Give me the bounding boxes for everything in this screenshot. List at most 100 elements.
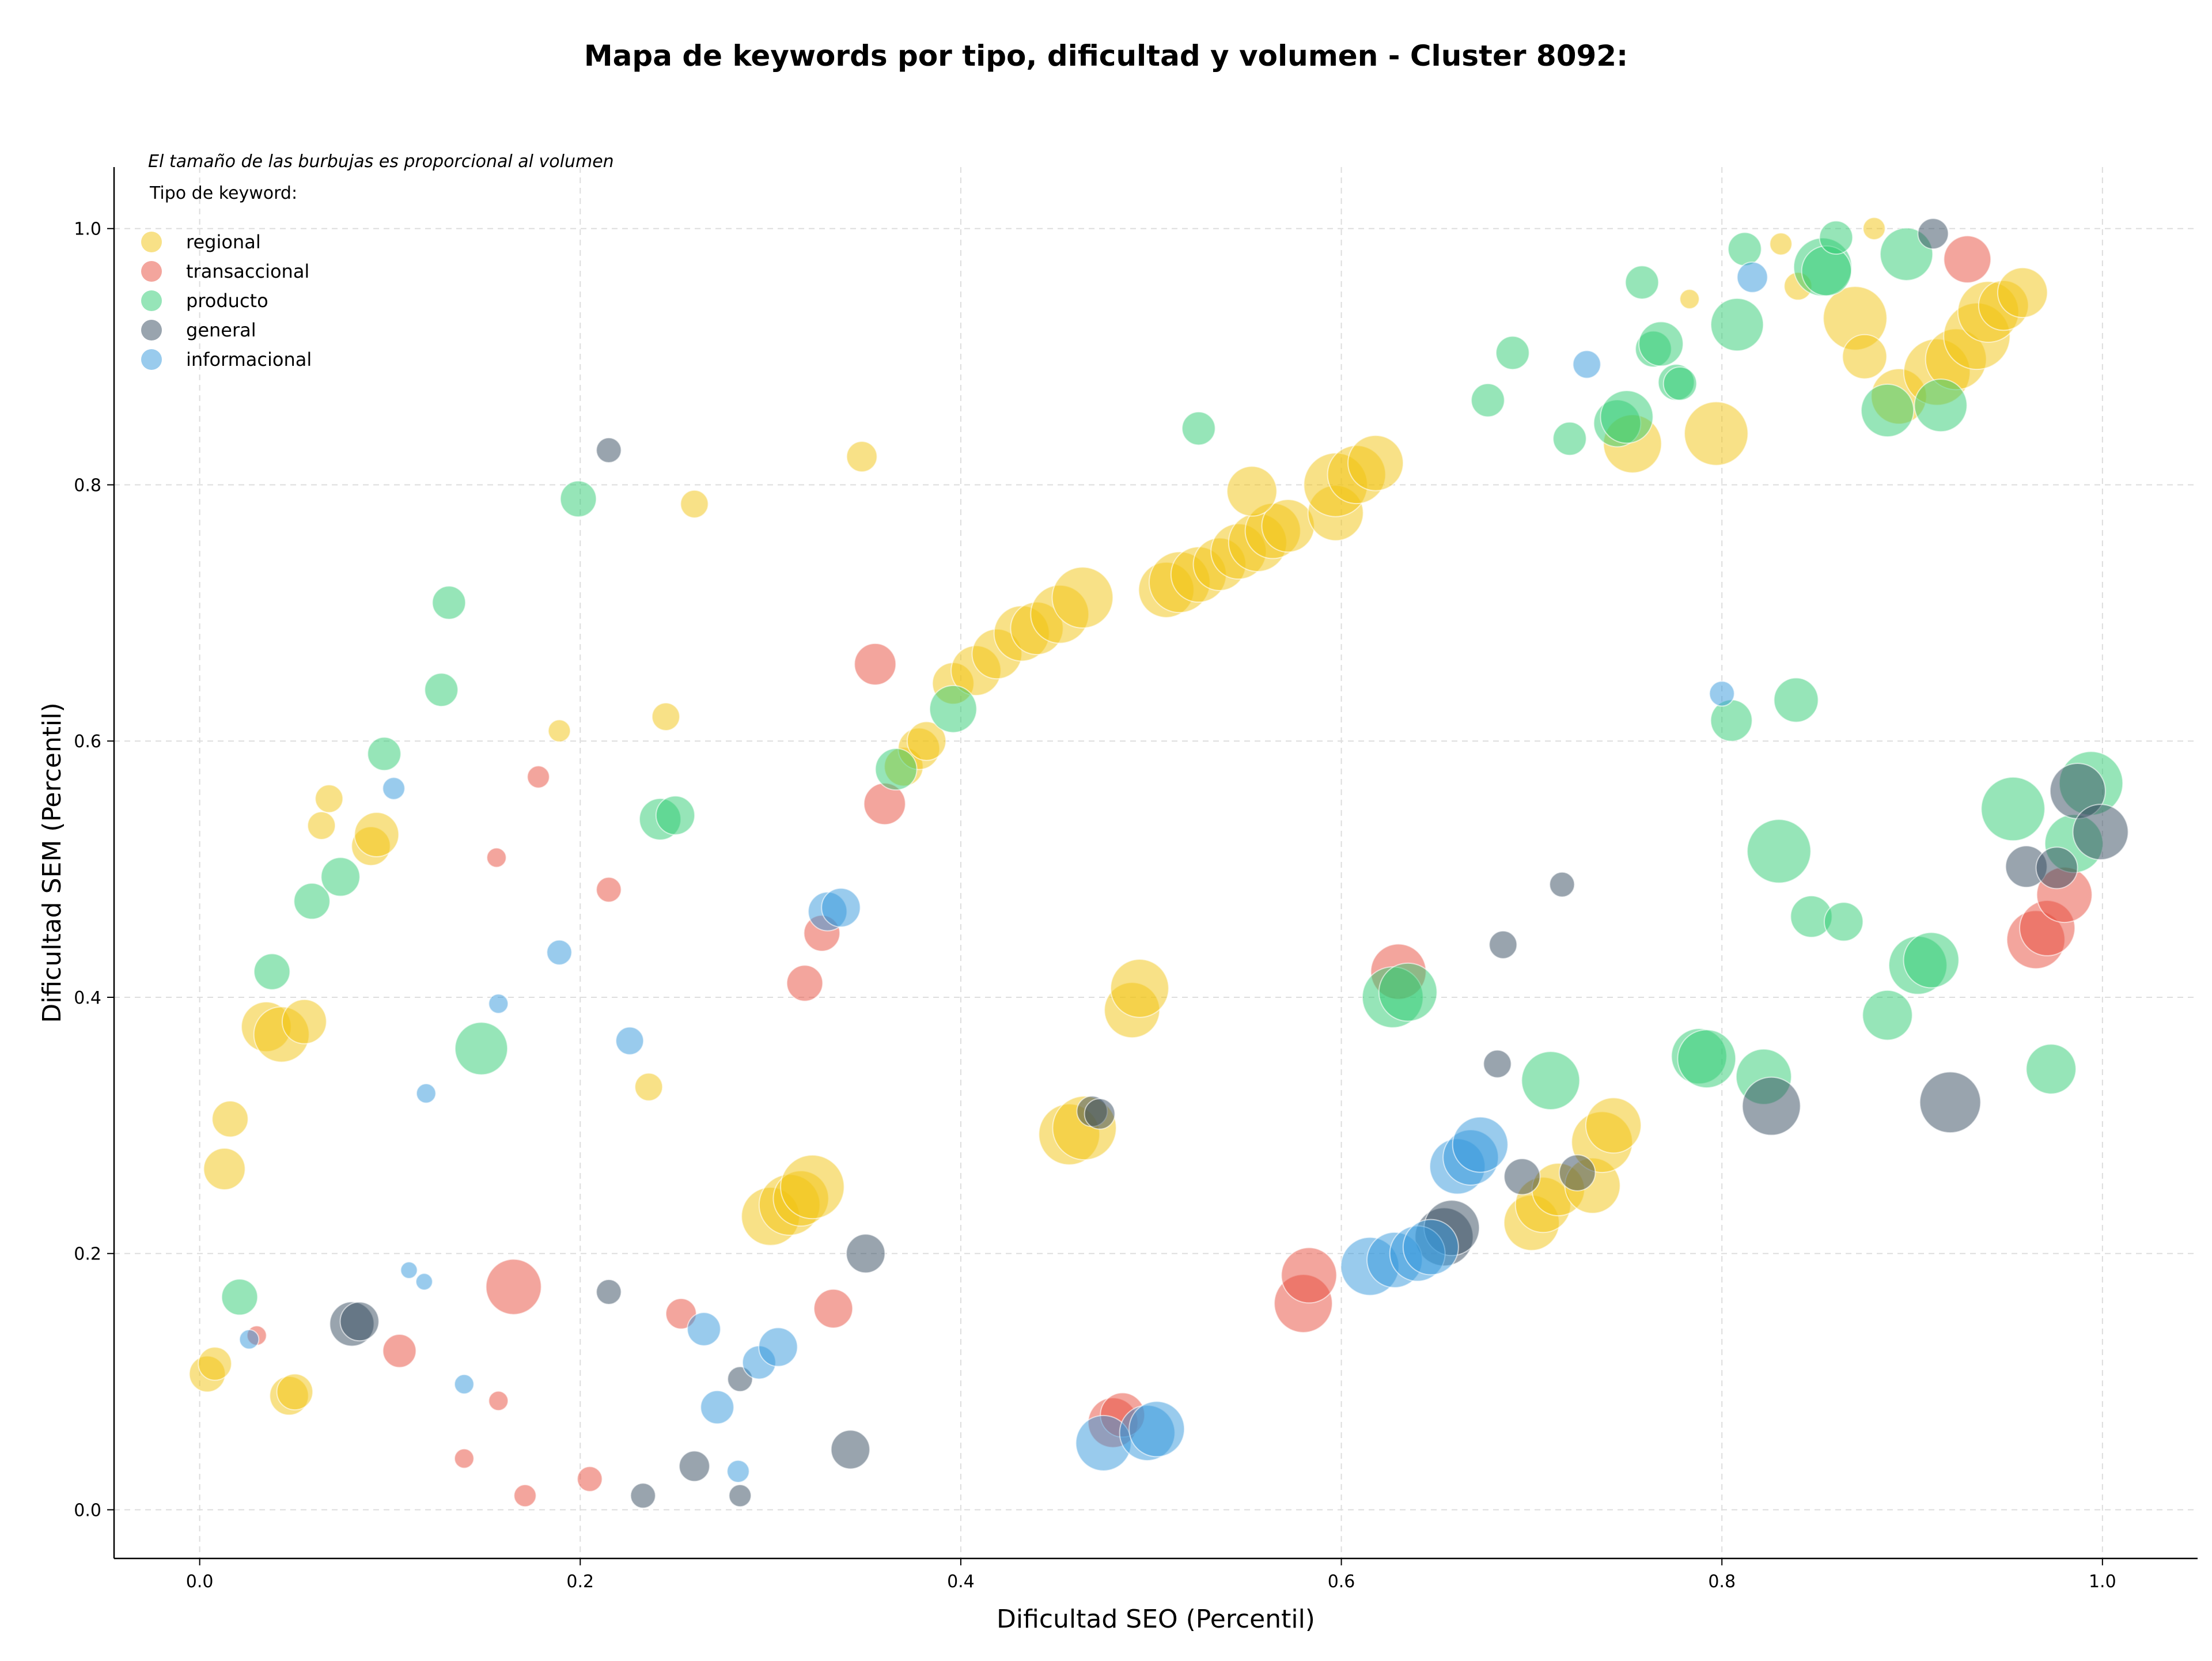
data-point-informacional	[615, 1026, 645, 1055]
data-point-producto	[1600, 390, 1654, 444]
data-point-producto	[874, 748, 918, 791]
data-point-producto	[1862, 989, 1913, 1041]
data-point-general	[1549, 871, 1575, 898]
legend-marker-informacional	[141, 349, 162, 370]
data-point-informacional	[1128, 1401, 1185, 1458]
x-tick-label: 0.8	[1708, 1572, 1736, 1592]
data-point-regional	[1585, 1097, 1642, 1154]
data-point-transaccional	[596, 876, 622, 903]
data-point-general	[1741, 1076, 1801, 1136]
data-point-transaccional	[813, 1288, 854, 1329]
y-axis-label: Dificultad SEM (Percentil)	[37, 702, 67, 1023]
data-point-regional	[906, 721, 947, 761]
data-point-producto	[1638, 321, 1684, 367]
data-point-informacional	[758, 1327, 798, 1367]
data-point-regional	[1226, 466, 1278, 517]
data-point-producto	[1181, 411, 1216, 446]
x-tick-label: 1.0	[2089, 1572, 2116, 1592]
data-point-informacional	[488, 993, 509, 1014]
data-point-transaccional	[1943, 235, 1992, 283]
legend-label-producto: producto	[186, 290, 268, 312]
data-point-producto	[1471, 383, 1505, 418]
data-points	[188, 217, 2129, 1509]
data-point-transaccional	[485, 1258, 542, 1315]
data-point-informacional	[1402, 1219, 1459, 1276]
data-point-regional	[846, 441, 878, 472]
data-point-transaccional	[513, 1484, 537, 1508]
data-point-general	[1084, 1098, 1116, 1130]
data-point-regional	[1347, 434, 1404, 491]
data-point-regional	[203, 1147, 246, 1190]
data-point-regional	[1679, 289, 1700, 309]
data-point-transaccional	[527, 765, 550, 789]
legend-marker-regional	[141, 232, 162, 252]
data-point-regional	[354, 812, 400, 857]
data-point-producto	[320, 857, 361, 897]
legend-label-regional: regional	[186, 231, 261, 253]
data-point-regional	[651, 702, 680, 731]
chart-title: Mapa de keywords por tipo, dificultad y …	[584, 39, 1628, 73]
data-point-regional	[1997, 267, 2048, 319]
data-point-producto	[454, 1021, 509, 1076]
data-point-producto	[1552, 421, 1587, 456]
data-point-producto	[221, 1278, 259, 1316]
data-point-informacional	[726, 1459, 750, 1483]
data-point-producto	[1747, 819, 1812, 884]
data-point-informacional	[415, 1273, 433, 1291]
data-point-informacional	[700, 1390, 734, 1425]
data-point-general	[1919, 1071, 1982, 1134]
data-point-producto	[253, 953, 291, 990]
data-point-regional	[1769, 232, 1793, 256]
data-point-producto	[431, 585, 467, 620]
data-point-general	[830, 1429, 870, 1470]
y-tick-label: 0.2	[74, 1244, 101, 1265]
axes: 0.0 0.2 0.4 0.6 0.8 1.0 0.0 0.2 0.4 0.6 0.8 1.0 Difi…	[37, 167, 2198, 1634]
data-point-general	[630, 1482, 656, 1509]
data-point-producto	[1710, 297, 1764, 352]
data-point-regional	[211, 1100, 249, 1138]
data-point-general	[596, 1278, 622, 1306]
data-point-informacional	[687, 1312, 721, 1346]
legend-title: Tipo de keyword:	[149, 183, 297, 203]
data-point-informacional	[400, 1261, 418, 1280]
data-point-general	[596, 437, 622, 464]
data-point-regional	[1842, 334, 1888, 380]
data-point-informacional	[821, 887, 861, 928]
data-point-regional	[1110, 959, 1169, 1018]
data-point-informacional	[1572, 350, 1601, 379]
data-point-producto	[293, 883, 331, 920]
data-point-transaccional	[577, 1466, 603, 1492]
data-point-transaccional	[854, 642, 897, 686]
data-point-general	[846, 1234, 886, 1274]
legend: El tamaño de las burbujas es proporciona…	[141, 152, 614, 370]
data-point-producto	[1521, 1051, 1581, 1110]
data-point-general	[728, 1484, 752, 1508]
data-point-informacional	[415, 1083, 437, 1104]
data-point-producto	[1710, 699, 1753, 742]
data-point-regional	[634, 1072, 664, 1102]
data-point-transaccional	[1281, 1247, 1338, 1304]
legend-label-transaccional: transaccional	[186, 260, 309, 282]
data-point-regional	[547, 719, 571, 743]
data-point-general	[1558, 1154, 1596, 1191]
y-tick-label: 1.0	[74, 220, 101, 240]
legend-marker-producto	[141, 290, 162, 311]
data-point-informacional	[382, 777, 406, 800]
data-point-transaccional	[488, 1390, 509, 1412]
data-point-general	[2072, 804, 2129, 861]
data-point-transaccional	[786, 964, 824, 1002]
data-point-producto	[1495, 335, 1530, 370]
data-point-producto	[1824, 902, 1864, 942]
x-tick-label: 0.2	[566, 1572, 594, 1592]
data-point-producto	[1903, 932, 1960, 989]
y-tick-label: 0.8	[74, 475, 101, 495]
legend-label-general: general	[186, 319, 256, 341]
data-point-regional	[281, 998, 327, 1045]
data-point-regional	[307, 811, 336, 841]
data-point-producto	[1378, 962, 1438, 1022]
data-point-regional	[1051, 566, 1114, 629]
data-point-informacional	[453, 1374, 475, 1395]
data-point-regional	[198, 1346, 232, 1381]
data-point-general	[1488, 930, 1518, 959]
